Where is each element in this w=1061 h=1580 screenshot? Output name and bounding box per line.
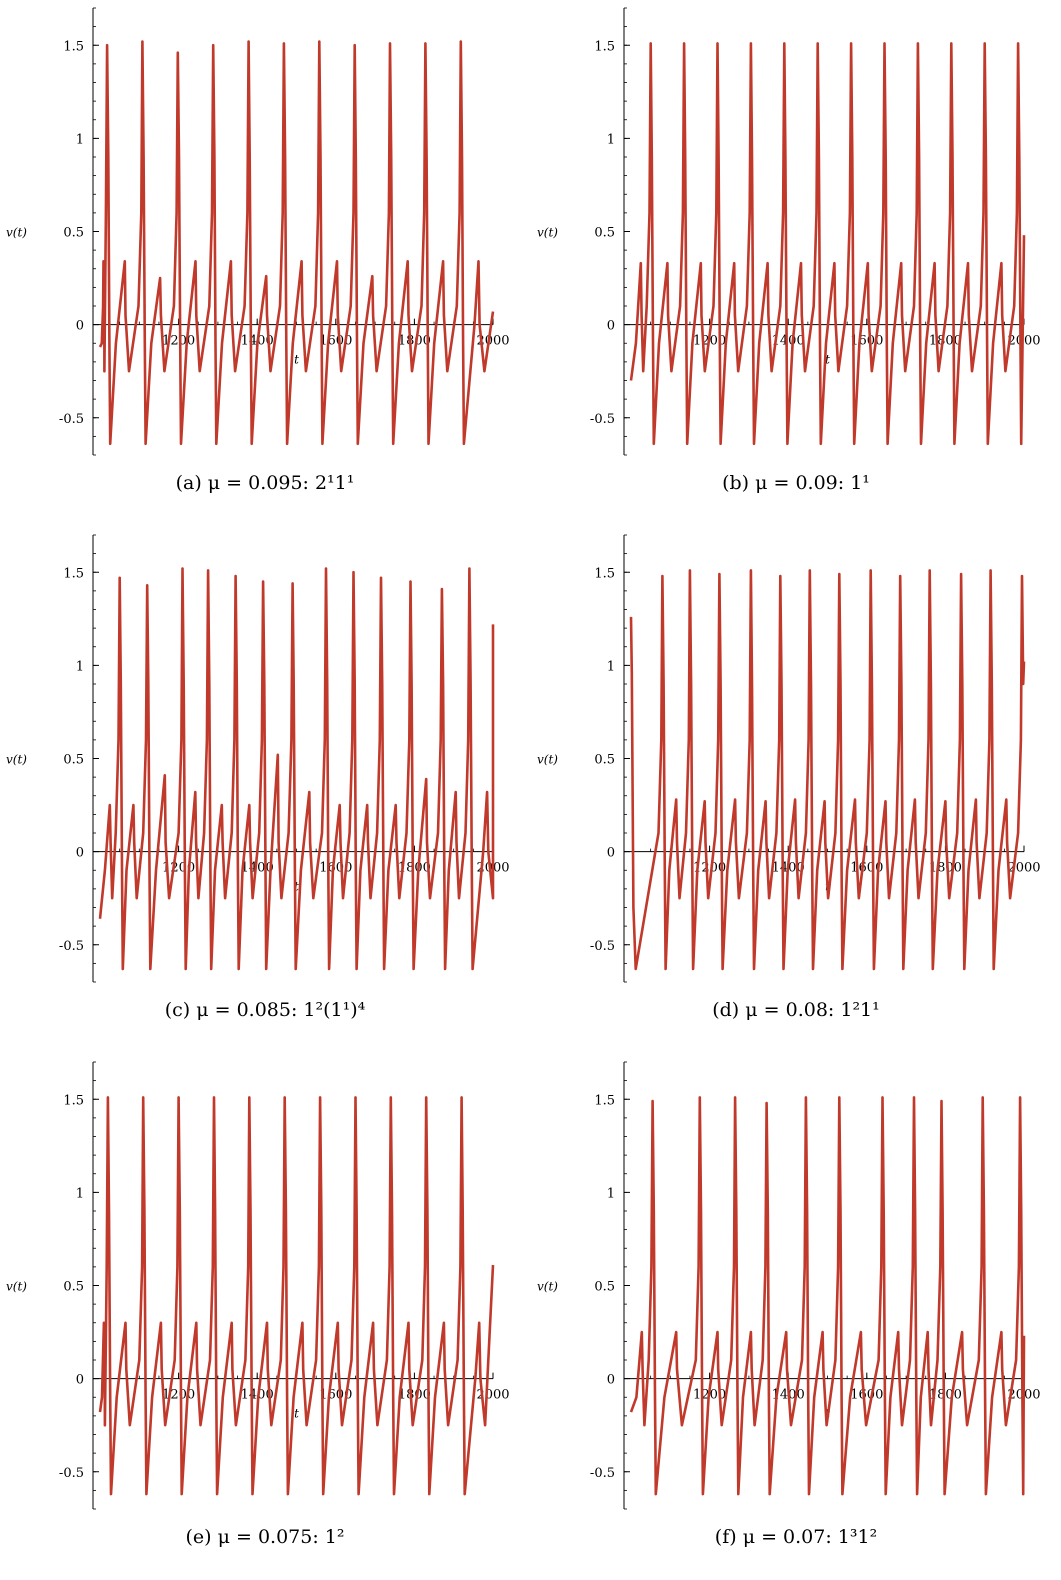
y-tick-label: 1 [76, 132, 84, 147]
y-tick-label: 0 [607, 319, 615, 334]
y-axis-label: v(t) [6, 226, 27, 240]
y-tick-label: 0.5 [63, 226, 84, 241]
caption-d: (d) μ = 0.08: 1²1¹ [531, 999, 1061, 1021]
caption-b: (b) μ = 0.09: 1¹ [531, 472, 1061, 494]
series-line-v [100, 569, 493, 970]
y-tick-label: 0.5 [594, 753, 615, 768]
y-tick-label: -0.5 [590, 939, 615, 954]
y-tick-label: 1 [76, 659, 84, 674]
y-axis-label: v(t) [537, 226, 558, 240]
series-line-v [631, 43, 1024, 443]
x-tick-label: 1800 [398, 1388, 431, 1403]
y-tick-label: -0.5 [59, 412, 84, 427]
series-line-v [100, 42, 493, 444]
x-tick-label: 1200 [162, 1388, 195, 1403]
x-tick-label: 1600 [850, 334, 883, 349]
y-tick-label: 0.5 [63, 1280, 84, 1295]
y-tick-label: -0.5 [59, 939, 84, 954]
y-tick-label: 1.5 [63, 1093, 84, 1108]
caption-c: (c) μ = 0.085: 1²(1¹)⁴ [0, 999, 530, 1021]
y-axis-label: v(t) [537, 753, 558, 767]
y-tick-label: 1.5 [594, 39, 615, 54]
series-line-v [631, 1097, 1024, 1494]
y-tick-label: 0 [76, 846, 84, 861]
y-tick-label: 0 [607, 1373, 615, 1388]
x-axis-label: t [294, 353, 299, 367]
y-tick-label: 0 [76, 319, 84, 334]
series-line-v [100, 1097, 493, 1494]
y-tick-label: 1.5 [63, 39, 84, 54]
y-axis-label: v(t) [6, 1280, 27, 1294]
y-tick-label: 0.5 [594, 226, 615, 241]
y-tick-label: 0 [607, 846, 615, 861]
caption-e: (e) μ = 0.075: 1² [0, 1526, 530, 1548]
y-tick-label: 0.5 [594, 1280, 615, 1295]
y-tick-label: -0.5 [590, 1466, 615, 1481]
x-tick-label: 2000 [1007, 334, 1040, 349]
series-line-v [631, 570, 1024, 969]
y-tick-label: 1.5 [63, 566, 84, 581]
y-tick-label: 1.5 [594, 566, 615, 581]
y-tick-label: 1 [607, 659, 615, 674]
x-tick-label: 1600 [850, 1388, 883, 1403]
y-tick-label: 0 [76, 1373, 84, 1388]
y-tick-label: 0.5 [63, 753, 84, 768]
caption-f: (f) μ = 0.07: 1³1² [531, 1526, 1061, 1548]
x-axis-label: t [294, 1407, 299, 1421]
y-tick-label: -0.5 [59, 1466, 84, 1481]
x-tick-label: 1800 [929, 334, 962, 349]
y-tick-label: 1 [607, 132, 615, 147]
x-tick-label: 1800 [929, 861, 962, 876]
y-tick-label: -0.5 [590, 412, 615, 427]
y-tick-label: 1 [607, 1186, 615, 1201]
y-tick-label: 1.5 [594, 1093, 615, 1108]
y-axis-label: v(t) [6, 753, 27, 767]
y-axis-label: v(t) [537, 1280, 558, 1294]
caption-a: (a) μ = 0.095: 2¹1¹ [0, 472, 530, 494]
y-tick-label: 1 [76, 1186, 84, 1201]
